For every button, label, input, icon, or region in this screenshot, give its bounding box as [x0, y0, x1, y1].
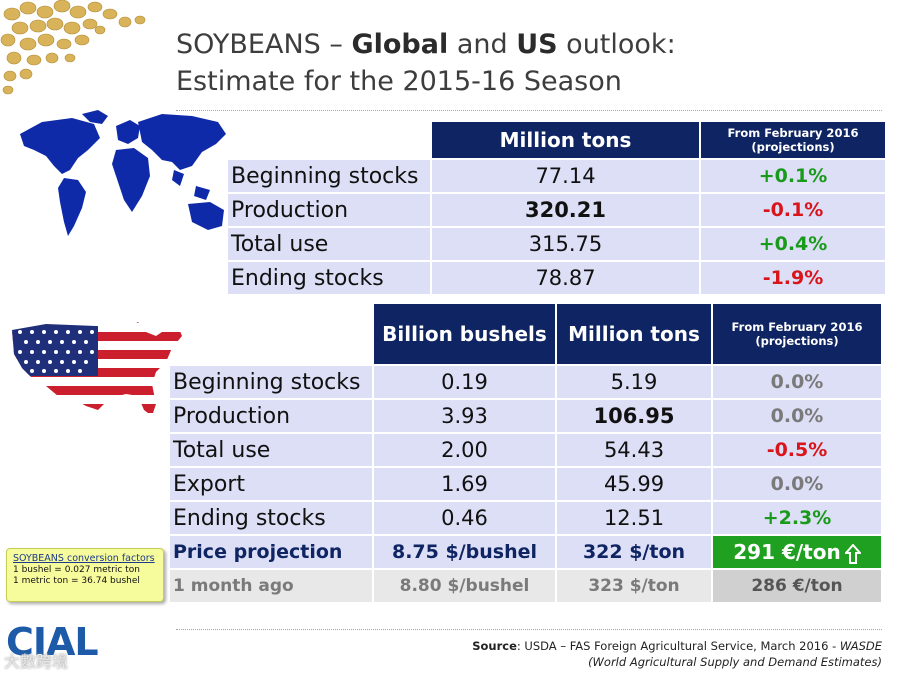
- row-tons: 12.51: [557, 502, 711, 534]
- row-label: Production: [228, 194, 430, 226]
- row-tons: 45.99: [557, 468, 711, 500]
- row-change: -1.9%: [701, 262, 885, 294]
- cial-logo: CIAL: [6, 620, 99, 664]
- ago-ton: 323 $/ton: [557, 570, 711, 602]
- ago-eur: 286 €/ton: [713, 570, 881, 602]
- row-bushels: 0.19: [374, 366, 555, 398]
- us-header-million-tons: Million tons: [557, 304, 711, 364]
- ago-label: 1 month ago: [170, 570, 372, 602]
- row-label: Beginning stocks: [170, 366, 372, 398]
- global-header-projections: From February 2016 (projections): [701, 122, 885, 158]
- us-header-billion-bushels: Billion bushels: [374, 304, 555, 364]
- soybeans-image: [0, 0, 146, 95]
- world-map-image: [20, 110, 226, 236]
- us-header-blank: [170, 304, 372, 364]
- row-label: Total use: [170, 434, 372, 466]
- page-title: SOYBEANS – Global and US outlook: Estima…: [176, 26, 676, 100]
- row-change: 0.0%: [713, 400, 881, 432]
- us-header-row: Billion bushels Million tons From Februa…: [170, 304, 881, 364]
- row-label: Total use: [228, 228, 430, 260]
- row-tons: 5.19: [557, 366, 711, 398]
- price-projection-row: Price projection 8.75 $/bushel 322 $/ton…: [170, 536, 881, 568]
- up-arrow-icon: [844, 543, 861, 564]
- global-header-row: Million tons From February 2016 (projecti…: [228, 122, 885, 158]
- row-tons: 54.43: [557, 434, 711, 466]
- row-value: 78.87: [432, 262, 699, 294]
- month-ago-row: 1 month ago 8.80 $/bushel 323 $/ton 286 …: [170, 570, 881, 602]
- price-bushel: 8.75 $/bushel: [374, 536, 555, 568]
- row-label: Ending stocks: [228, 262, 430, 294]
- row-change: 0.0%: [713, 468, 881, 500]
- row-label: Ending stocks: [170, 502, 372, 534]
- row-change: +0.4%: [701, 228, 885, 260]
- row-change: +0.1%: [701, 160, 885, 192]
- global-header-million-tons: Million tons: [432, 122, 699, 158]
- row-bushels: 2.00: [374, 434, 555, 466]
- divider-top: [176, 110, 882, 111]
- row-change: -0.1%: [701, 194, 885, 226]
- row-bushels: 1.69: [374, 468, 555, 500]
- title-line2: Estimate for the 2015-16 Season: [176, 66, 622, 97]
- global-header-blank: [228, 122, 430, 158]
- global-table: Million tons From February 2016 (projecti…: [226, 120, 887, 296]
- table-row: Production 3.93 106.95 0.0%: [170, 400, 881, 432]
- table-row: Beginning stocks 77.14 +0.1%: [228, 160, 885, 192]
- row-value: 320.21: [432, 194, 699, 226]
- table-row: Export 1.69 45.99 0.0%: [170, 468, 881, 500]
- row-change: +2.3%: [713, 502, 881, 534]
- ago-bushel: 8.80 $/bushel: [374, 570, 555, 602]
- row-value: 315.75: [432, 228, 699, 260]
- table-row: Ending stocks 0.46 12.51 +2.3%: [170, 502, 881, 534]
- row-bushels: 0.46: [374, 502, 555, 534]
- us-table: Billion bushels Million tons From Februa…: [168, 302, 883, 604]
- conversion-line1: 1 bushel = 0.027 metric ton: [13, 565, 140, 575]
- us-header-projections: From February 2016 (projections): [713, 304, 881, 364]
- table-row: Beginning stocks 0.19 5.19 0.0%: [170, 366, 881, 398]
- us-flag-map-image: [12, 322, 182, 416]
- source-line1: Source: USDA – FAS Foreign Agricultural …: [472, 639, 882, 653]
- table-row: Ending stocks 78.87 -1.9%: [228, 262, 885, 294]
- row-bushels: 3.93: [374, 400, 555, 432]
- conversion-title: SOYBEANS conversion factors: [13, 553, 155, 564]
- row-label: Export: [170, 468, 372, 500]
- row-change: -0.5%: [713, 434, 881, 466]
- table-row: Total use 315.75 +0.4%: [228, 228, 885, 260]
- table-row: Production 320.21 -0.1%: [228, 194, 885, 226]
- row-tons: 106.95: [557, 400, 711, 432]
- watermark: 大數跨境: [4, 652, 69, 671]
- source-note: Source: USDA – FAS Foreign Agricultural …: [472, 638, 882, 670]
- row-change: 0.0%: [713, 366, 881, 398]
- price-eur: 291 €/ton: [713, 536, 881, 568]
- price-eur-value: 291 €/ton: [733, 540, 841, 564]
- table-row: Total use 2.00 54.43 -0.5%: [170, 434, 881, 466]
- row-label: Production: [170, 400, 372, 432]
- row-value: 77.14: [432, 160, 699, 192]
- title-line1: SOYBEANS – Global and US outlook:: [176, 29, 676, 60]
- conversion-factors-note: SOYBEANS conversion factors 1 bushel = 0…: [6, 548, 164, 602]
- source-line2: (World Agricultural Supply and Demand Es…: [588, 655, 882, 669]
- divider-bottom: [176, 629, 882, 630]
- row-label: Beginning stocks: [228, 160, 430, 192]
- price-ton: 322 $/ton: [557, 536, 711, 568]
- price-label: Price projection: [170, 536, 372, 568]
- conversion-line2: 1 metric ton = 36.74 bushel: [13, 576, 140, 586]
